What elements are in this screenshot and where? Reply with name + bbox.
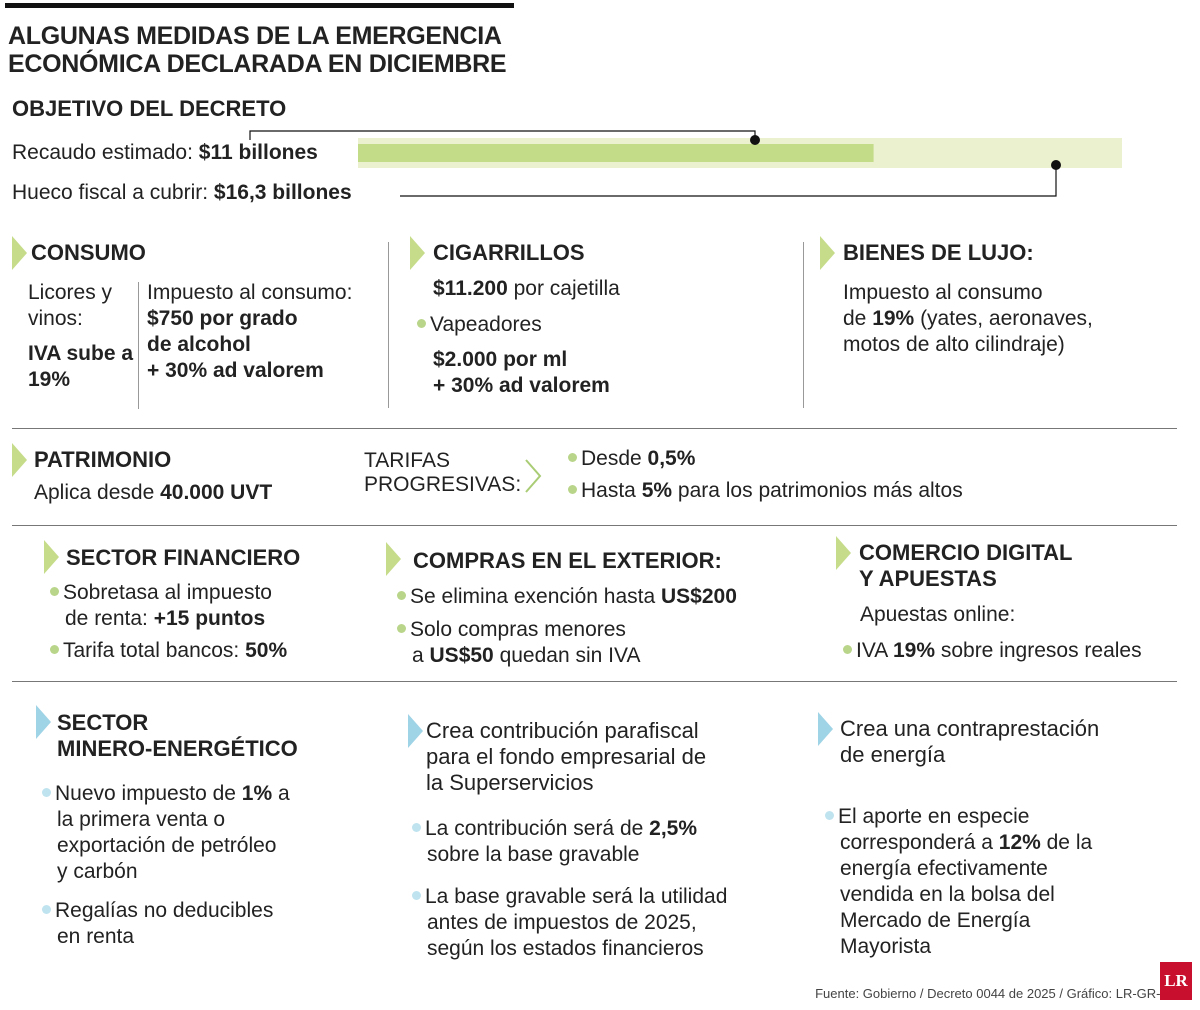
row1-divider-2 xyxy=(803,242,804,408)
cigarrillos-precio: $11.200 xyxy=(433,277,508,300)
vapeadores-ml: $2.000 por ml xyxy=(433,348,568,371)
cigarrillos-precio-row: $11.200 por cajetilla xyxy=(433,276,620,302)
hueco-connector xyxy=(400,165,1057,197)
energia-b1: El aporte en especie corresponderá a 12%… xyxy=(825,804,1092,960)
energia-heading: Crea una contraprestación de energía xyxy=(840,716,1100,767)
lujo-text: Impuesto al consumo de 19% (yates, aeron… xyxy=(843,280,1093,358)
minero-b2: Regalías no deducibles en renta xyxy=(42,898,273,950)
chevron-right-icon xyxy=(525,459,542,493)
bullet-icon xyxy=(50,645,59,654)
consumo-heading: CONSUMO xyxy=(31,240,146,265)
financiero-b1: Sobretasa al impuesto de renta: +15 punt… xyxy=(50,580,272,632)
digital-apuestas: Apuestas online: xyxy=(860,603,1016,626)
financiero-b2: Tarifa total bancos: 50% xyxy=(50,638,287,664)
bullet-icon xyxy=(417,319,426,328)
parafiscal-b1: La contribución será de 2,5% sobre la ba… xyxy=(412,816,697,868)
consumo-grado: $750 por grado de alcohol xyxy=(147,307,298,356)
tarifas-label: TARIFAS PROGRESIVAS: xyxy=(364,449,522,496)
patrimonio-aplica: Aplica desde 40.000 UVT xyxy=(34,481,273,504)
bullet-icon xyxy=(42,788,51,797)
digital-heading: COMERCIO DIGITAL Y APUESTAS xyxy=(859,540,1073,591)
lujo-arrow-icon xyxy=(820,236,835,270)
vapeadores-row: Vapeadores xyxy=(417,312,542,338)
financiero-heading: SECTOR FINANCIERO xyxy=(66,545,301,570)
parafiscal-arrow-icon xyxy=(408,714,423,748)
bullet-icon xyxy=(412,823,421,832)
tarifa-desde: Desde 0,5% xyxy=(568,446,695,472)
lujo-heading: BIENES DE LUJO: xyxy=(843,240,1034,265)
consumo-licores: Licores y vinos: xyxy=(28,281,113,330)
divider-2 xyxy=(12,525,1177,526)
cigarrillos-heading: CIGARRILLOS xyxy=(433,240,585,265)
bullet-icon xyxy=(843,645,852,654)
bullet-icon xyxy=(412,891,421,900)
bullet-icon xyxy=(397,591,406,600)
consumo-iva: IVA sube a 19% xyxy=(28,342,134,391)
patrimonio-arrow-icon xyxy=(12,443,27,477)
digital-iva: IVA 19% sobre ingresos reales xyxy=(843,638,1142,664)
bullet-icon xyxy=(568,453,577,462)
recaudo-value: $11 billones xyxy=(198,141,318,164)
lujo-line1: Impuesto al consumo xyxy=(843,281,1043,304)
compras-arrow-icon xyxy=(386,542,401,576)
minero-b1: Nuevo impuesto de 1% a la primera venta … xyxy=(42,781,290,885)
consumo-arrow-icon xyxy=(12,236,27,270)
tarifa-hasta: Hasta 5% para los patrimonios más altos xyxy=(568,478,963,504)
hueco-row: Hueco fiscal a cubrir: $16,3 billones xyxy=(12,180,352,206)
vapeadores-ad-valorem: + 30% ad valorem xyxy=(433,374,610,397)
page-title: ALGUNAS MEDIDAS DE LA EMERGENCIA ECONÓMI… xyxy=(8,22,507,78)
divider-3 xyxy=(12,681,1177,682)
consumo-ad-valorem: + 30% ad valorem xyxy=(147,359,324,382)
parafiscal-heading: Crea contribución parafiscal para el fond… xyxy=(426,718,707,795)
hueco-label: Hueco fiscal a cubrir: xyxy=(12,181,214,204)
hueco-value: $16,3 billones xyxy=(213,181,352,204)
top-rule xyxy=(5,3,514,8)
row1-divider-1 xyxy=(388,242,389,408)
objetivo-heading: OBJETIVO DEL DECRETO xyxy=(12,96,287,121)
compras-b2: Solo compras menores a US$50 quedan sin … xyxy=(397,617,640,669)
patrimonio-heading: PATRIMONIO xyxy=(34,447,172,472)
consumo-divider xyxy=(138,282,139,409)
cigarrillos-precio-suffix: por cajetilla xyxy=(507,277,620,300)
cigarrillos-arrow-icon xyxy=(410,236,425,270)
recaudo-row: Recaudo estimado: $11 billones xyxy=(12,140,318,166)
parafiscal-b2: La base gravable será la utilidad antes … xyxy=(412,884,727,962)
hueco-marker xyxy=(1051,160,1061,170)
recaudo-marker xyxy=(750,135,760,145)
lr-logo: LR xyxy=(1160,962,1192,1000)
bullet-icon xyxy=(42,905,51,914)
compras-b1: Se elimina exención hasta US$200 xyxy=(397,584,737,610)
fiscal-bar-chart xyxy=(249,130,1122,197)
digital-arrow-icon xyxy=(836,536,851,570)
lujo-line2: de 19% (yates, aeronaves, xyxy=(843,307,1093,330)
bullet-icon xyxy=(568,485,577,494)
minero-heading: SECTOR MINERO-ENERGÉTICO xyxy=(57,710,298,761)
bullet-icon xyxy=(825,811,834,820)
minero-arrow-icon xyxy=(36,705,51,739)
compras-heading: COMPRAS EN EL EXTERIOR: xyxy=(413,548,722,573)
recaudo-label: Recaudo estimado: xyxy=(12,141,199,164)
lujo-line3: motos de alto cilindraje) xyxy=(843,333,1065,356)
source-note: Fuente: Gobierno / Decreto 0044 de 2025 … xyxy=(815,986,1180,1001)
bullet-icon xyxy=(397,624,406,633)
energia-arrow-icon xyxy=(818,712,833,746)
consumo-impuesto-block: Impuesto al consumo: $750 por grado de a… xyxy=(147,280,387,384)
vapeadores-label: Vapeadores xyxy=(430,313,542,336)
consumo-impuesto-label: Impuesto al consumo: xyxy=(147,281,353,304)
financiero-arrow-icon xyxy=(44,540,59,574)
bar-recaudo xyxy=(358,144,874,162)
divider-1 xyxy=(12,428,1177,429)
bullet-icon xyxy=(50,587,59,596)
